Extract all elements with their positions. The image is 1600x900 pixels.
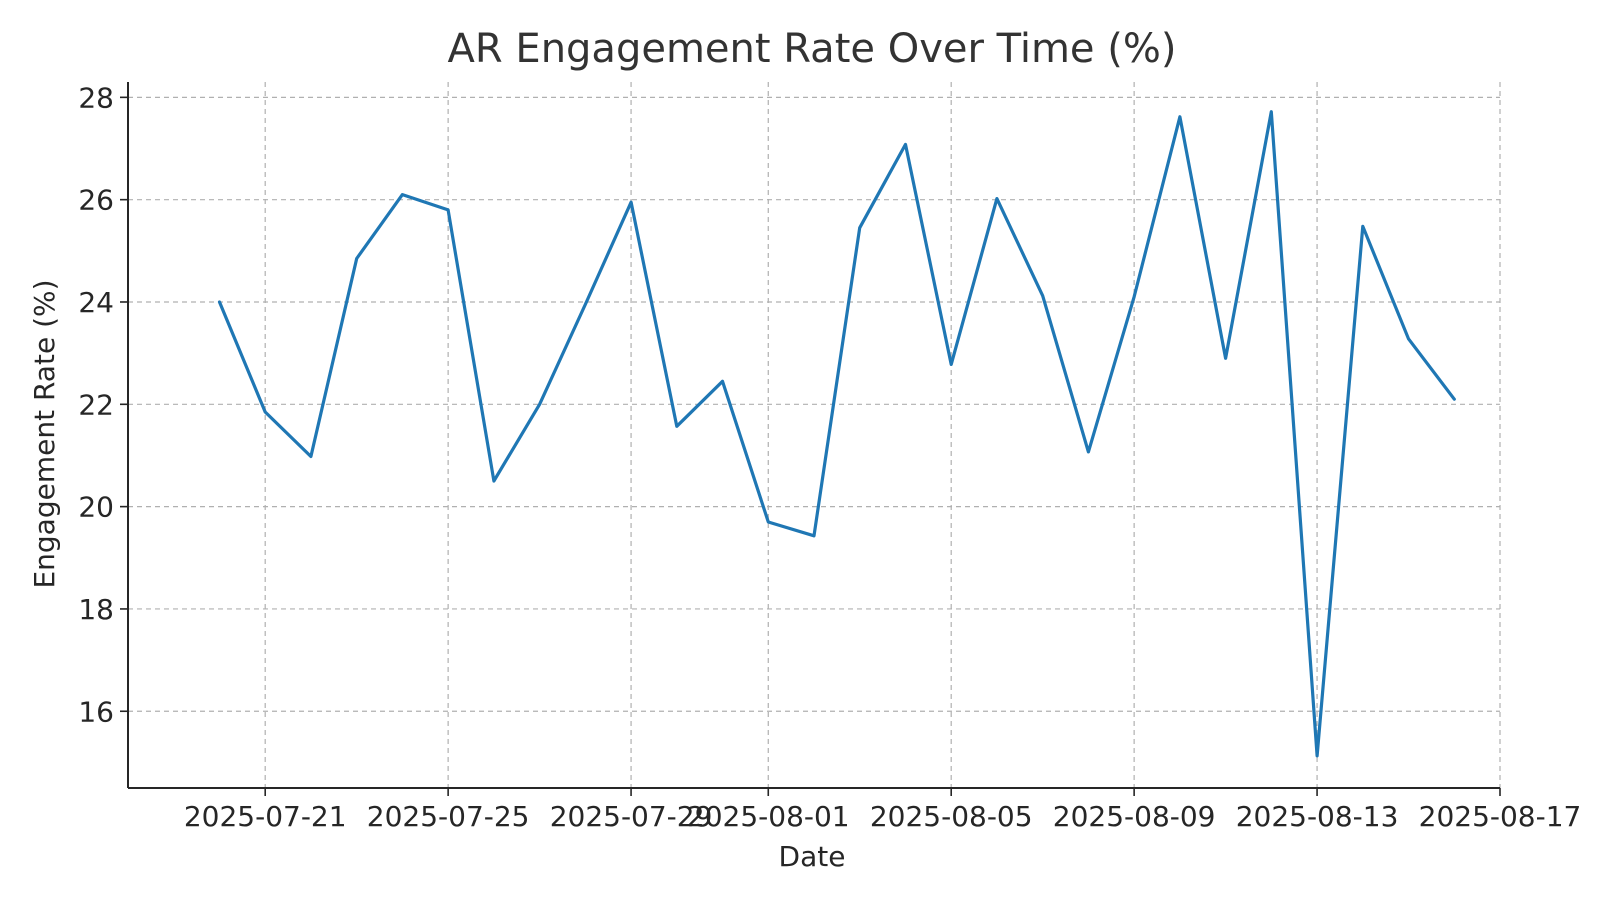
grid: [128, 82, 1501, 788]
ticks: 2025-07-21 2025-07-25 2025-07-292025-08-01…: [78, 81, 1581, 833]
x-tick-label: 2025-08-09: [1053, 800, 1216, 833]
x-tick-label: 2025-08-01: [687, 800, 850, 833]
y-tick-label: 22: [78, 388, 114, 421]
series-line: [217, 110, 1456, 758]
x-axis-title: Date: [779, 840, 846, 873]
y-tick-label: 20: [78, 491, 114, 524]
x-tick-label: 2025-07-29: [550, 800, 713, 833]
x-tick-label: 2025-08-05: [870, 800, 1033, 833]
x-tick-label: 2025-08-13: [1236, 800, 1399, 833]
chart-title: AR Engagement Rate Over Time (%): [448, 26, 1177, 72]
y-tick-label: 28: [78, 81, 114, 114]
y-tick-label: 24: [78, 286, 114, 319]
x-tick-label: 2025-08-17: [1419, 800, 1582, 833]
series-layer: [217, 110, 1456, 758]
x-tick-label: 2025-07-25: [367, 800, 530, 833]
y-axis-title: Engagement Rate (%): [28, 279, 61, 588]
y-tick-label: 18: [78, 593, 114, 626]
y-tick-label: 16: [78, 695, 114, 728]
x-tick-label: 2025-07-21: [184, 800, 347, 833]
y-tick-label: 26: [78, 184, 114, 217]
